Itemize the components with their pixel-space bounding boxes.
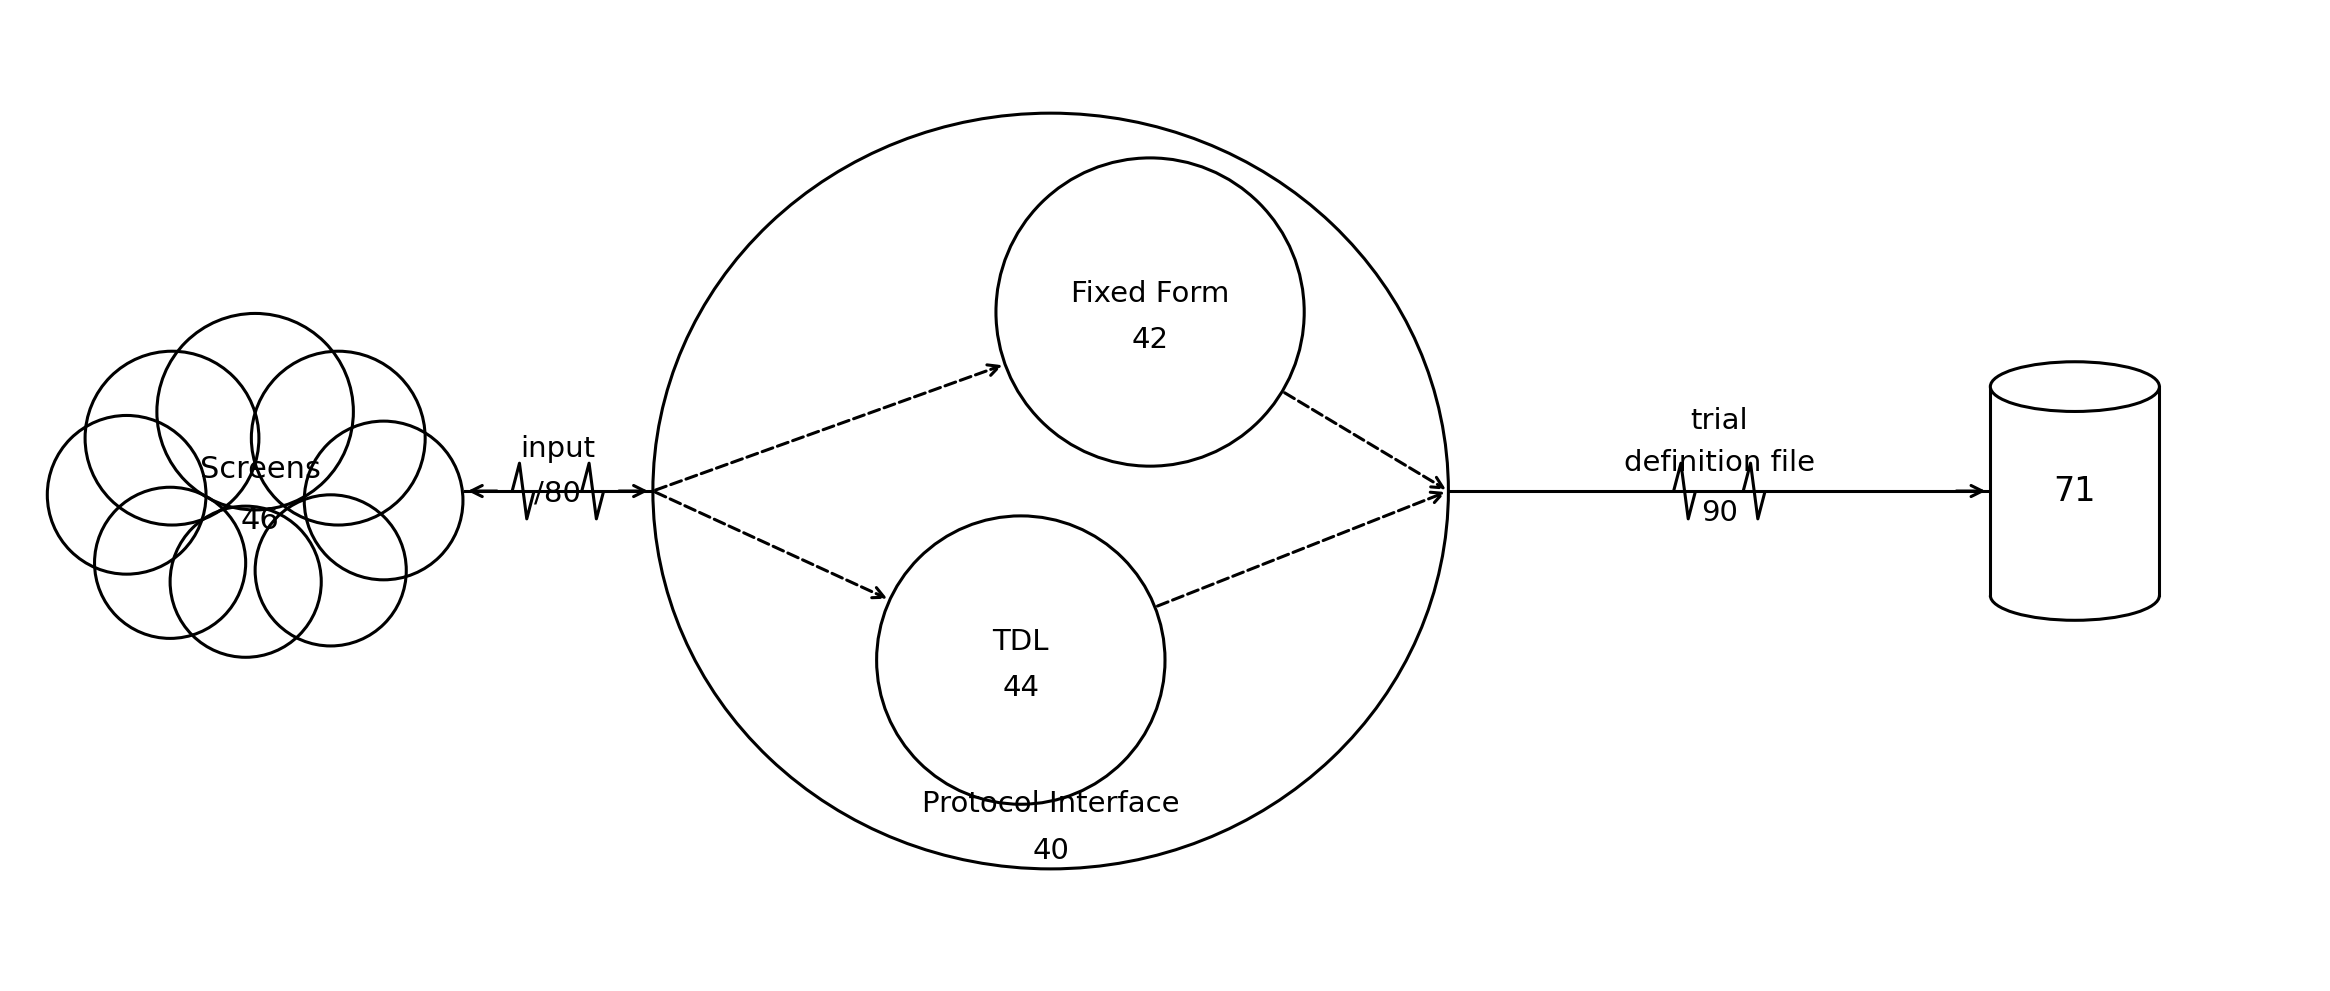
Ellipse shape	[652, 113, 1449, 869]
Text: definition file: definition file	[1624, 449, 1815, 478]
Bar	[1990, 386, 2160, 596]
Text: Protocol Interface: Protocol Interface	[923, 790, 1179, 819]
Circle shape	[156, 313, 354, 510]
Text: 40: 40	[1032, 837, 1069, 865]
Circle shape	[170, 506, 322, 657]
Circle shape	[254, 495, 405, 646]
Circle shape	[252, 351, 424, 525]
Text: 46: 46	[240, 506, 280, 535]
Circle shape	[86, 351, 259, 525]
Circle shape	[47, 415, 205, 574]
Circle shape	[876, 516, 1165, 805]
Text: input: input	[520, 435, 596, 463]
Text: 42: 42	[1132, 326, 1170, 354]
Text: 71: 71	[2053, 475, 2097, 507]
Text: /80: /80	[534, 479, 582, 507]
Text: Fixed Form: Fixed Form	[1072, 280, 1230, 308]
Text: 44: 44	[1002, 674, 1039, 702]
Text: TDL: TDL	[993, 628, 1048, 656]
Text: Screens: Screens	[200, 455, 322, 484]
Circle shape	[96, 488, 245, 638]
Circle shape	[995, 158, 1305, 466]
Text: 90: 90	[1701, 498, 1738, 527]
Text: trial: trial	[1692, 407, 1748, 435]
Ellipse shape	[1990, 362, 2160, 411]
Circle shape	[305, 421, 464, 580]
